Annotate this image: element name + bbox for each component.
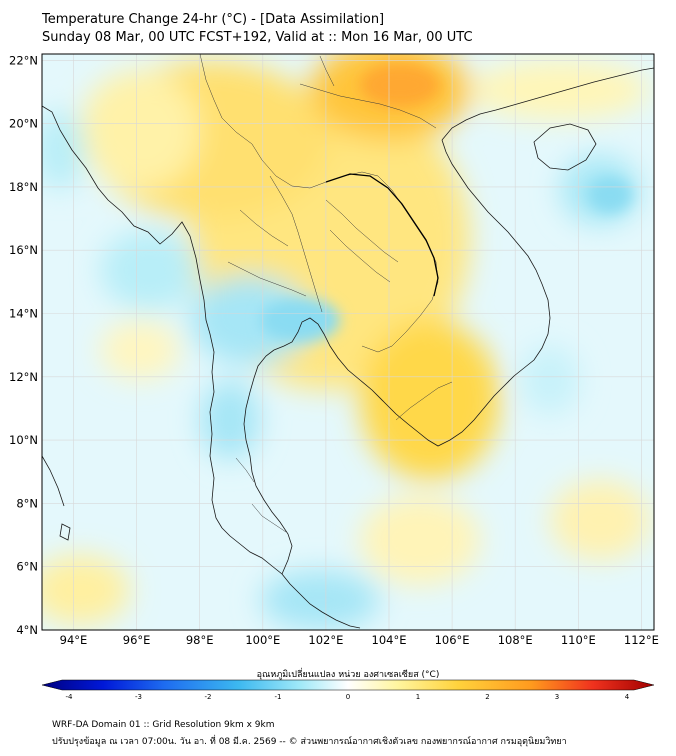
colorbar-label: อุณหภูมิเปลี่ยนแปลง หน่วย องศาเซลเซียส (… (256, 670, 440, 680)
colorbar-tick: -3 (135, 693, 142, 700)
colorbar-tick: -2 (205, 693, 212, 700)
lat-label: 10°N (9, 433, 38, 447)
lon-label: 110°E (561, 633, 596, 647)
lon-label: 104°E (372, 633, 407, 647)
lat-label: 16°N (9, 243, 38, 257)
colorbar-ticks: -4 -3 -2 -1 0 1 2 3 4 (66, 693, 630, 700)
lat-label: 6°N (16, 560, 38, 574)
lat-label: 14°N (9, 307, 38, 321)
lon-label: 106°E (435, 633, 470, 647)
longitude-labels: 94°E 96°E 98°E 100°E 102°E 104°E 106°E 1… (60, 633, 659, 647)
lon-label: 112°E (624, 633, 659, 647)
lat-label: 18°N (9, 180, 38, 194)
lon-label: 108°E (498, 633, 533, 647)
lon-label: 96°E (123, 633, 151, 647)
lat-label: 20°N (9, 117, 38, 131)
coastlines (42, 67, 654, 629)
map-frame (41, 53, 655, 631)
colorbar-tick: -4 (66, 693, 74, 700)
map-title: Temperature Change 24-hr (°C) - [Data As… (42, 12, 385, 27)
footer-domain-info: WRF-DA Domain 01 :: Grid Resolution 9km … (52, 720, 275, 730)
colorbar-tick: 0 (346, 693, 350, 700)
lat-label: 22°N (9, 53, 38, 67)
lat-label: 4°N (16, 623, 38, 637)
lon-label: 94°E (60, 633, 88, 647)
graticule (42, 54, 654, 630)
lon-label: 98°E (186, 633, 214, 647)
colorbar-tick: -1 (275, 693, 282, 700)
colorbar-tick: 4 (625, 693, 630, 700)
lat-label: 8°N (16, 496, 38, 510)
latitude-labels: 22°N 20°N 18°N 16°N 14°N 12°N 10°N 8°N 6… (9, 53, 38, 637)
colorbar-tick: 1 (416, 693, 420, 700)
colorbar-tick: 2 (485, 693, 489, 700)
colorbar-scale (41, 679, 655, 691)
map-subtitle: Sunday 08 Mar, 00 UTC FCST+192, Valid at… (42, 30, 473, 45)
lat-label: 12°N (9, 370, 38, 384)
lon-label: 100°E (245, 633, 280, 647)
temperature-field (42, 54, 654, 630)
footer-credit: ปรับปรุงข้อมูล ณ เวลา 07:00น. วัน อา. ที… (52, 737, 567, 747)
colorbar-tick: 3 (555, 693, 559, 700)
temperature-change-map: 22°N 20°N 18°N 16°N 14°N 12°N 10°N 8°N 6… (9, 53, 659, 700)
colorbar: -4 -3 -2 -1 0 1 2 3 4 (41, 679, 655, 700)
lon-label: 102°E (308, 633, 343, 647)
mekong-border (325, 173, 439, 297)
